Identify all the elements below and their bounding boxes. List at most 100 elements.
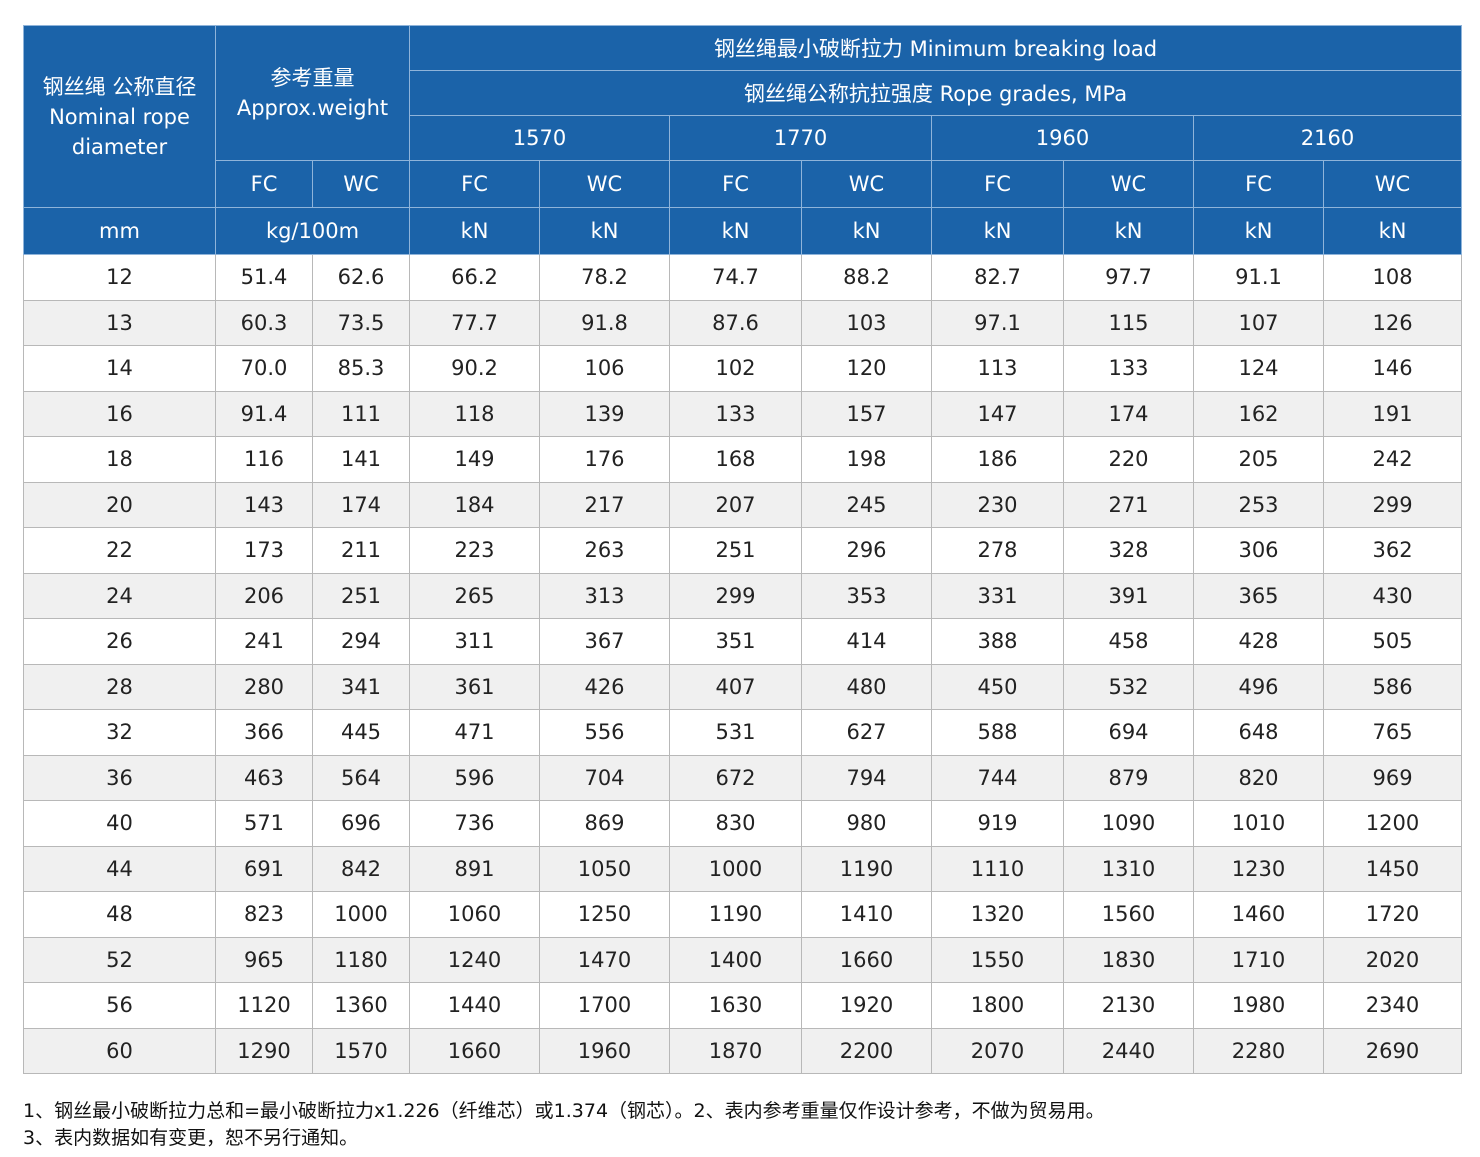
table-cell: 1460	[1193, 891, 1324, 938]
table-cell: 391	[1063, 572, 1194, 619]
diameter-cell: 48	[23, 891, 216, 938]
table-cell: 1470	[539, 936, 670, 983]
table-cell: 2280	[1193, 1027, 1324, 1074]
grade-header: 钢丝绳公称抗拉强度 Rope grades, MPa	[408, 70, 1463, 116]
table-cell: 157	[801, 390, 932, 437]
table-row: 24 206 251 265 313 299 353 331 391 365 430	[23, 572, 1463, 619]
table-row: 48 823 1000 1060 1250 1190 1410 1320 1560 1460 172…	[23, 891, 1463, 938]
footnotes: 1、钢丝最小破断拉力总和=最小破断拉力x1.226（纤维芯）或1.374（钢芯）…	[23, 1098, 1463, 1152]
table-cell: 1570	[312, 1027, 410, 1074]
table-cell: 980	[801, 800, 932, 847]
table-cell: 1700	[539, 982, 670, 1029]
table-cell: 1090	[1063, 800, 1194, 847]
table-cell: 1010	[1193, 800, 1324, 847]
table-cell: 1710	[1193, 936, 1324, 983]
table-cell: 2130	[1063, 982, 1194, 1029]
table-cell: 869	[539, 800, 670, 847]
table-cell: 627	[801, 709, 932, 756]
table-cell: 1400	[669, 936, 802, 983]
table-cell: 126	[1322, 299, 1463, 346]
core-label: FC	[409, 160, 540, 208]
table-cell: 588	[931, 709, 1064, 756]
core-label: FC	[215, 160, 313, 208]
unit-kn: kN	[801, 207, 932, 255]
table-cell: 133	[669, 390, 802, 437]
table-cell: 102	[669, 345, 802, 392]
table-cell: 1180	[312, 936, 410, 983]
table-cell: 186	[931, 436, 1064, 483]
table-cell: 341	[312, 663, 410, 710]
diameter-header-en-1: Nominal rope	[49, 104, 190, 129]
table-cell: 242	[1322, 436, 1463, 483]
table-row: 60 1290 1570 1660 1960 1870 2200 2070 2440 2280 26…	[23, 1027, 1463, 1074]
table-cell: 365	[1193, 572, 1324, 619]
weight-header-en: Approx.weight	[236, 96, 389, 120]
table-cell: 353	[801, 572, 932, 619]
table-cell: 388	[931, 618, 1064, 665]
table-cell: 2690	[1322, 1027, 1463, 1074]
table-cell: 571	[215, 800, 313, 847]
table-cell: 278	[931, 527, 1064, 574]
diameter-cell: 14	[23, 345, 216, 392]
diameter-cell: 60	[23, 1027, 216, 1074]
table-cell: 362	[1322, 527, 1463, 574]
table-cell: 428	[1193, 618, 1324, 665]
table-row: 36 463 564 596 704 672 794 744 879 820 969	[23, 754, 1463, 801]
table-cell: 2070	[931, 1027, 1064, 1074]
table-cell: 1000	[312, 891, 410, 938]
table-cell: 299	[669, 572, 802, 619]
table-cell: 820	[1193, 754, 1324, 801]
table-cell: 91.8	[539, 299, 670, 346]
table-row: 22 173 211 223 263 251 296 278 328 306 362	[23, 527, 1463, 574]
table-cell: 120	[801, 345, 932, 392]
table-cell: 271	[1063, 481, 1194, 528]
table-cell: 366	[215, 709, 313, 756]
weight-header: 参考重量 Approx.weight	[215, 25, 410, 161]
table-cell: 2440	[1063, 1027, 1194, 1074]
table-cell: 1980	[1193, 982, 1324, 1029]
table-cell: 744	[931, 754, 1064, 801]
table-cell: 124	[1193, 345, 1324, 392]
table-cell: 1960	[539, 1027, 670, 1074]
table-cell: 141	[312, 436, 410, 483]
table-cell: 445	[312, 709, 410, 756]
table-cell: 463	[215, 754, 313, 801]
table-cell: 118	[409, 390, 540, 437]
table-cell: 1720	[1322, 891, 1463, 938]
table-cell: 1660	[801, 936, 932, 983]
mbl-header: 钢丝绳最小破断拉力 Minimum breaking load	[408, 25, 1463, 71]
table-cell: 115	[1063, 299, 1194, 346]
grade-1960: 1960	[931, 115, 1194, 161]
diameter-cell: 24	[23, 572, 216, 619]
table-cell: 1050	[539, 845, 670, 892]
table-cell: 206	[215, 572, 313, 619]
grade-2160: 2160	[1192, 115, 1463, 161]
diameter-cell: 13	[23, 299, 216, 346]
core-label: FC	[669, 160, 802, 208]
grade-1770: 1770	[669, 115, 932, 161]
unit-kn: kN	[1193, 207, 1324, 255]
diameter-cell: 18	[23, 436, 216, 483]
table-cell: 648	[1193, 709, 1324, 756]
table-cell: 223	[409, 527, 540, 574]
table-row: 56 1120 1360 1440 1700 1630 1920 1800 2130 1980 23…	[23, 982, 1463, 1029]
table-cell: 113	[931, 345, 1064, 392]
table-cell: 245	[801, 481, 932, 528]
table-row: 40 571 696 736 869 830 980 919 1090 1010 1200	[23, 800, 1463, 847]
table-row: 14 70.0 85.3 90.2 106 102 120 113 133 124 146	[23, 345, 1463, 392]
unit-kn: kN	[1063, 207, 1194, 255]
table-row: 26 241 294 311 367 351 414 388 458 428 505	[23, 618, 1463, 665]
table-cell: 146	[1322, 345, 1463, 392]
table-cell: 263	[539, 527, 670, 574]
table-cell: 184	[409, 481, 540, 528]
table-cell: 230	[931, 481, 1064, 528]
table-cell: 426	[539, 663, 670, 710]
unit-weight: kg/100m	[215, 207, 410, 255]
table-row: 20 143 174 184 217 207 245 230 271 253 299	[23, 481, 1463, 528]
core-label: WC	[801, 160, 932, 208]
table-cell: 97.1	[931, 299, 1064, 346]
table-cell: 532	[1063, 663, 1194, 710]
table-cell: 78.2	[539, 254, 670, 301]
table-cell: 736	[409, 800, 540, 847]
table-cell: 331	[931, 572, 1064, 619]
